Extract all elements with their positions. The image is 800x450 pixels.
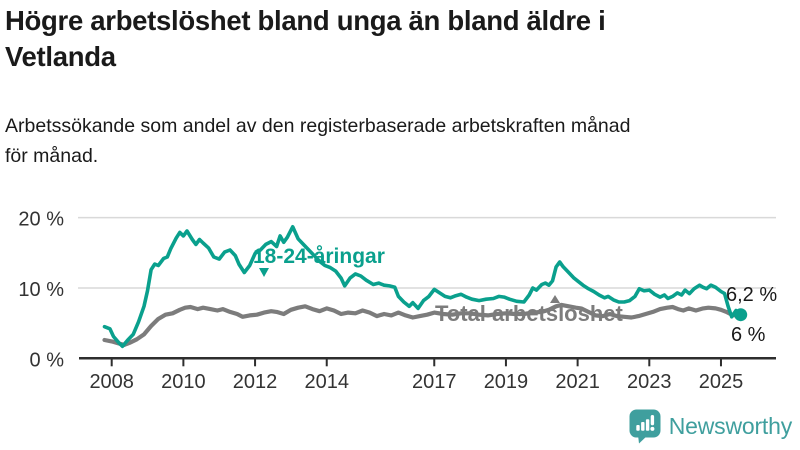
y-tick-label: 10 % (18, 279, 64, 301)
series-line-1 (102, 302, 742, 347)
newsworthy-brand-name: Newsworthy (668, 413, 792, 439)
x-tick-label: 2021 (555, 371, 600, 393)
newsworthy-logo-icon (629, 409, 661, 444)
total-series-label: Total arbetslöshet (435, 301, 624, 326)
page-subtitle: Arbetssökande som andel av den registerb… (5, 115, 631, 168)
series-end-dot (734, 308, 748, 322)
young-series-label-pointer-icon (259, 268, 269, 277)
newsworthy-brand[interactable]: Newsworthy (629, 409, 792, 444)
young-series-label: 18-24-åringar (253, 245, 385, 268)
x-tick-label: 2025 (699, 371, 744, 393)
y-tick-label: 0 % (30, 349, 65, 371)
total-series-label-pointer-icon (550, 295, 560, 303)
page-title: Högre arbetslöshet bland unga än bland ä… (5, 5, 606, 73)
series-line-0 (102, 225, 743, 349)
x-tick-label: 2012 (233, 371, 278, 393)
x-tick-label: 2019 (484, 371, 529, 393)
young-series-end-value: 6,2 % (726, 284, 777, 306)
total-series-end-value: 6 % (731, 324, 766, 346)
x-tick-label: 2010 (161, 371, 206, 393)
chart-annotations: 18-24-åringar Total arbetslöshet 6,2 % 6… (253, 245, 777, 346)
x-tick-label: 2008 (89, 371, 134, 393)
unemployment-line-chart: 0 % 10 % 20 % 2008 2010 2012 2014 2017 2019 2021 2… (18, 209, 777, 393)
x-tick-label: 2017 (412, 371, 457, 393)
x-tick-label: 2023 (627, 371, 672, 393)
y-tick-label: 20 % (18, 209, 64, 231)
chart-axes-and-grid: 0 % 10 % 20 % 2008 2010 2012 2014 2017 2019 2021 2… (18, 209, 776, 393)
x-tick-label: 2014 (304, 371, 349, 393)
chart-series-lines (102, 225, 748, 349)
